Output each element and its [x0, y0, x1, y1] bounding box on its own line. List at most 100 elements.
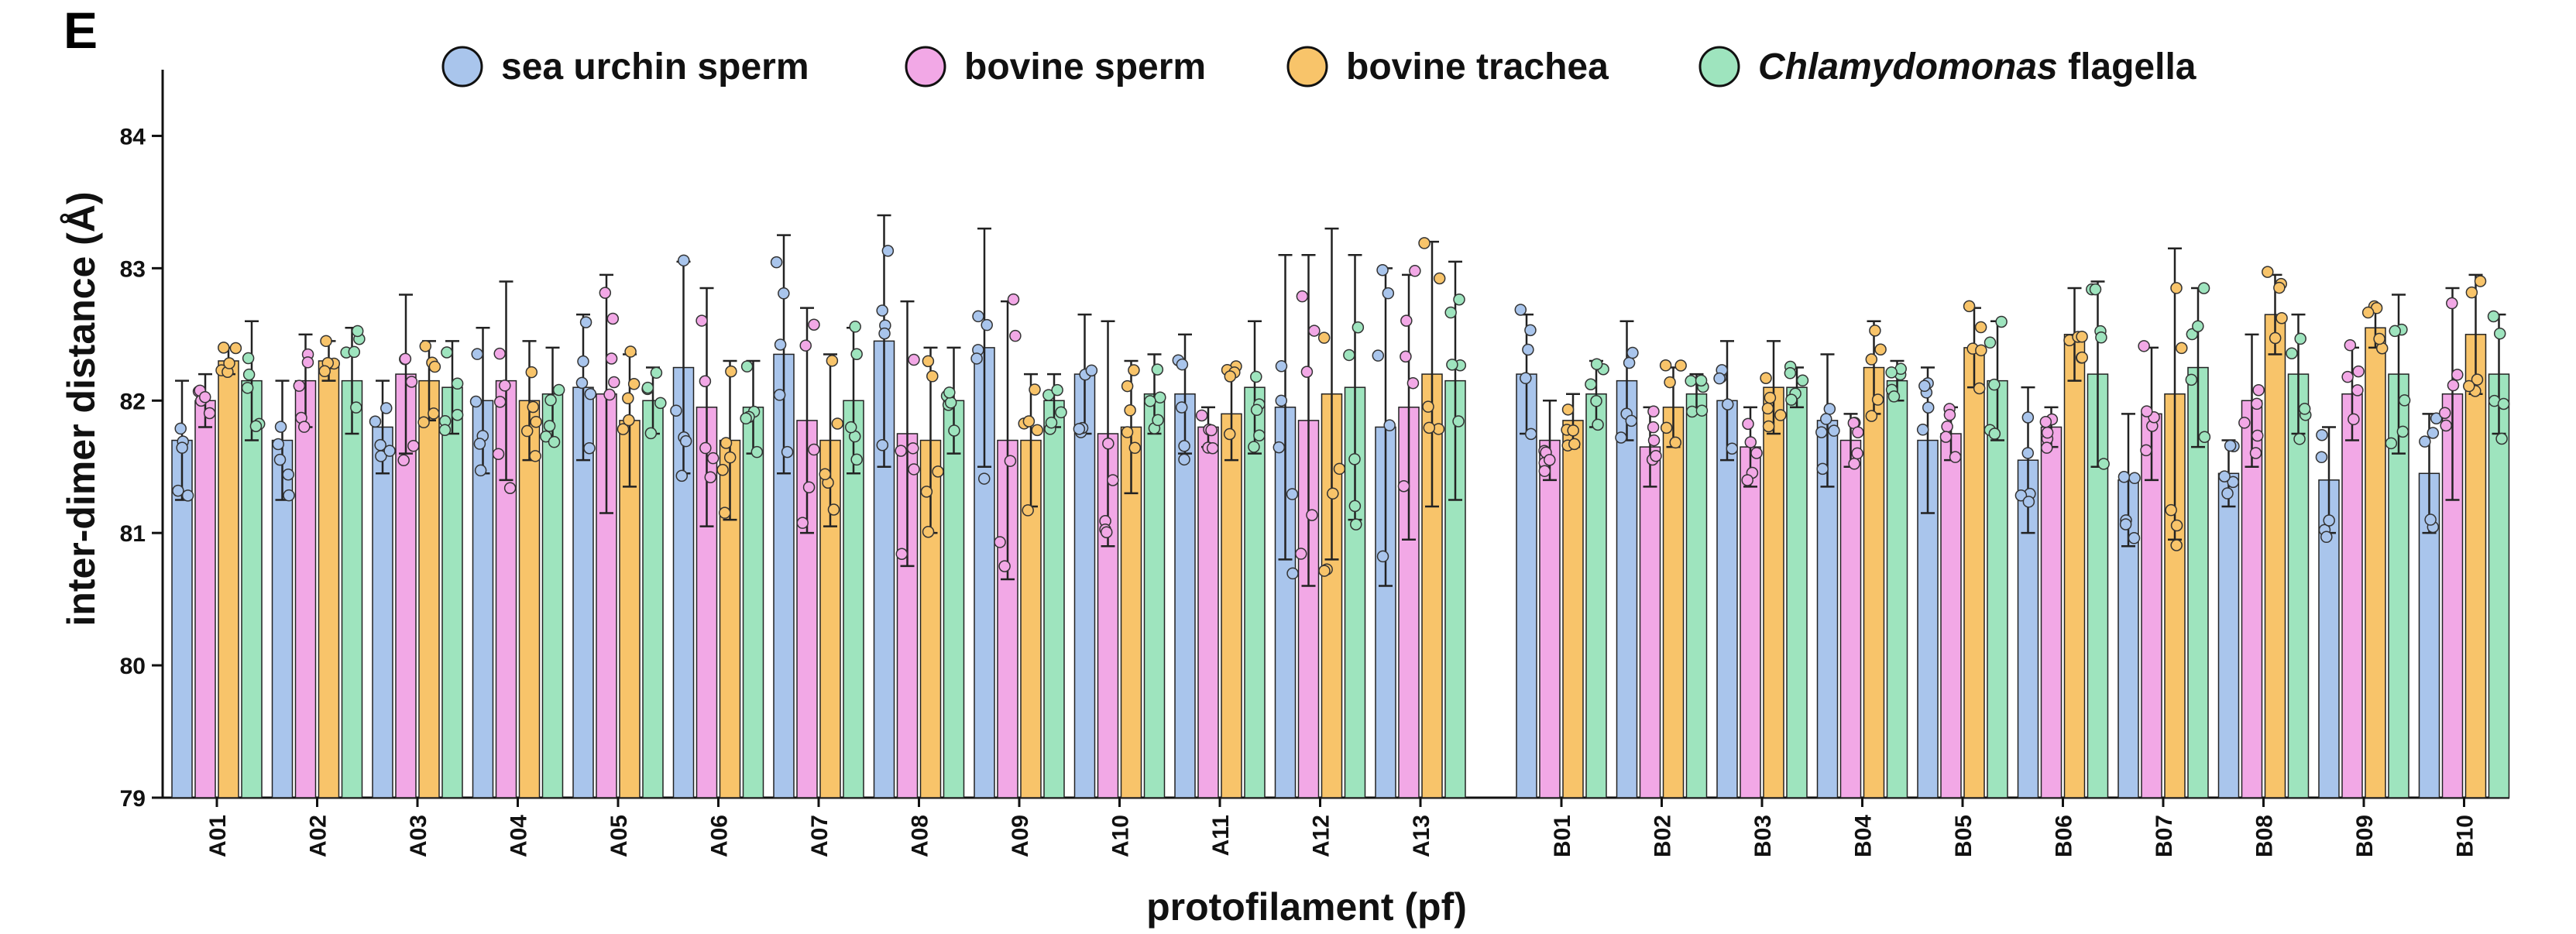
data-point [1151, 363, 1164, 376]
data-point [2495, 432, 2508, 445]
data-point [2273, 281, 2286, 294]
legend-marker [1698, 46, 1740, 88]
data-point [2465, 286, 2478, 299]
data-point [1674, 359, 1687, 372]
data-point [1085, 364, 1098, 377]
data-point [1561, 403, 1575, 416]
data-point [2430, 412, 2443, 425]
data-point [1152, 414, 1164, 427]
data-point [473, 438, 486, 450]
data-point [1101, 526, 1113, 538]
bar [1616, 379, 1638, 798]
bar [218, 360, 239, 798]
bar [2341, 393, 2363, 798]
data-point [2315, 451, 2328, 464]
data-point [1286, 567, 1299, 580]
bar [1516, 373, 1537, 798]
data-point [1400, 350, 1412, 363]
data-point [2198, 431, 2211, 444]
y-axis-title: inter-dimer distance (Å) [60, 191, 103, 626]
data-point [1885, 366, 1898, 379]
data-point [2298, 403, 2311, 415]
data-point [2474, 275, 2487, 287]
bar [1716, 400, 1738, 798]
bar [372, 426, 393, 798]
data-point [2427, 427, 2440, 439]
data-point [579, 316, 592, 328]
data-point [1590, 395, 1602, 407]
data-point [2227, 476, 2239, 489]
data-point [2165, 503, 2177, 517]
data-point [740, 360, 754, 373]
bar [1740, 446, 1761, 798]
data-point [2262, 266, 2274, 278]
data-point [1713, 372, 1726, 385]
data-point [1154, 391, 1166, 403]
data-point [2097, 458, 2110, 470]
data-point [2140, 405, 2153, 417]
data-point [1022, 504, 1034, 517]
data-point [575, 376, 589, 390]
x-tick-label: B07 [2152, 815, 2177, 857]
data-point [1995, 315, 2008, 328]
data-point [725, 365, 737, 378]
data-point [2138, 340, 2150, 352]
data-point [1446, 359, 1458, 371]
bar [2365, 327, 2386, 798]
data-point [229, 342, 242, 355]
data-point [318, 365, 331, 378]
data-point [520, 424, 534, 438]
data-point [1774, 409, 1787, 421]
data-point [552, 383, 565, 397]
data-point [198, 390, 211, 403]
data-point [2170, 282, 2183, 294]
data-point [922, 355, 935, 368]
data-point [1343, 349, 1355, 362]
bar [997, 439, 1018, 798]
data-point [548, 435, 561, 448]
data-point [1350, 518, 1362, 531]
data-point [1625, 414, 1638, 428]
data-point [1045, 416, 1058, 429]
data-point [1205, 424, 1218, 437]
data-point [1828, 424, 1840, 437]
data-point [1128, 441, 1142, 455]
data-point [1650, 450, 1662, 462]
data-point [2398, 394, 2411, 407]
data-point [599, 287, 612, 299]
x-tick-label: B09 [2352, 815, 2378, 857]
x-tick-label: A03 [406, 815, 431, 857]
data-point [1372, 349, 1385, 362]
data-point [2224, 439, 2237, 452]
x-tick-label: A10 [1108, 815, 1134, 857]
data-point [2352, 365, 2365, 378]
data-point [895, 548, 908, 561]
x-tick-label: A11 [1208, 815, 1234, 856]
data-point [679, 434, 692, 448]
data-point [704, 471, 717, 483]
data-point [1400, 314, 1413, 327]
panel-letter: E [64, 2, 98, 59]
data-point [675, 469, 689, 482]
data-point [1874, 343, 1887, 356]
data-point [530, 415, 542, 428]
data-point [419, 340, 432, 352]
data-point [1318, 565, 1331, 577]
x-tick-label: A09 [1008, 815, 1033, 857]
data-point [1007, 293, 1020, 306]
data-point [297, 421, 311, 433]
data-point [351, 324, 364, 338]
data-point [417, 416, 430, 429]
data-point [808, 318, 820, 331]
data-point [1750, 447, 1763, 459]
bar [241, 379, 263, 798]
data-point [1685, 375, 1697, 387]
y-tick-label: 81 [120, 521, 146, 547]
data-point [881, 245, 895, 257]
data-point [1695, 374, 1708, 387]
data-point [241, 382, 254, 394]
data-point [1664, 376, 1676, 389]
data-point [926, 370, 939, 383]
bar [541, 393, 564, 798]
legend-label: Chlamydomonas flagella [1758, 46, 2196, 88]
